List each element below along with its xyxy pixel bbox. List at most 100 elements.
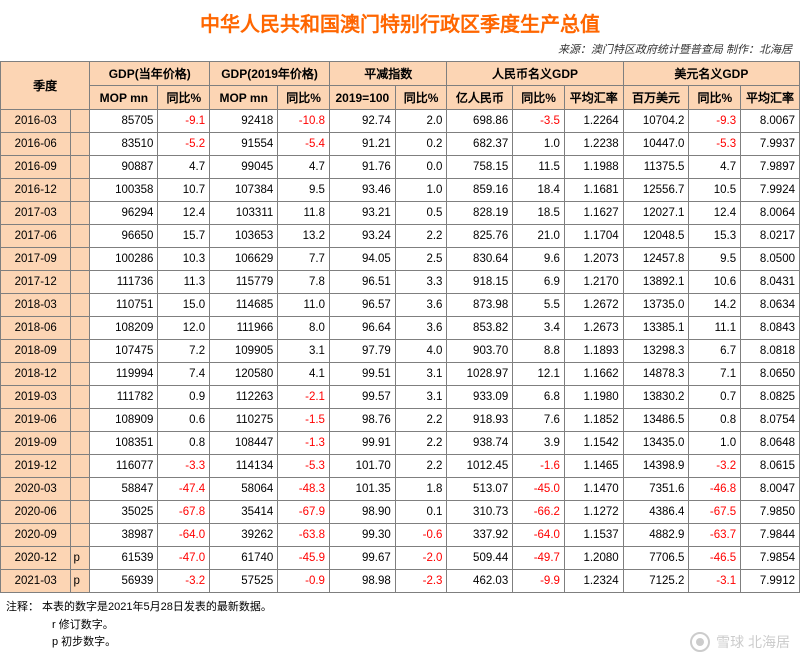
data-cell: 108209: [90, 317, 158, 340]
data-cell: 1.2238: [564, 133, 623, 156]
data-cell: 8.8: [513, 340, 565, 363]
flag-cell: [71, 363, 90, 386]
data-cell: -63.8: [278, 524, 330, 547]
data-cell: 4.0: [395, 340, 447, 363]
data-cell: 7.9854: [741, 547, 800, 570]
data-cell: 111782: [90, 386, 158, 409]
data-cell: 13892.1: [623, 271, 689, 294]
data-cell: 1.1537: [564, 524, 623, 547]
data-cell: 3.1: [395, 386, 447, 409]
data-cell: -5.3: [689, 133, 741, 156]
data-cell: 9.5: [689, 248, 741, 271]
flag-cell: [71, 524, 90, 547]
data-cell: 8.0217: [741, 225, 800, 248]
data-cell: 1.0: [689, 432, 741, 455]
data-cell: 2.2: [395, 225, 447, 248]
data-cell: 1.1542: [564, 432, 623, 455]
data-cell: -9.9: [513, 570, 565, 593]
data-cell: 108351: [90, 432, 158, 455]
data-cell: -64.0: [513, 524, 565, 547]
quarter-cell: 2020-06: [1, 501, 71, 524]
data-cell: -45.9: [278, 547, 330, 570]
data-cell: 7351.6: [623, 478, 689, 501]
data-cell: 8.0754: [741, 409, 800, 432]
data-cell: 1.1893: [564, 340, 623, 363]
data-cell: 11.3: [158, 271, 210, 294]
watermark-text: 雪球 北海居: [716, 632, 790, 652]
col-sub-header: 平均汇率: [741, 86, 800, 110]
data-cell: 2.5: [395, 248, 447, 271]
data-cell: -47.0: [158, 547, 210, 570]
data-cell: 101.35: [329, 478, 395, 501]
data-cell: 4.7: [158, 156, 210, 179]
data-cell: -2.0: [395, 547, 447, 570]
data-cell: 3.9: [513, 432, 565, 455]
quarter-cell: 2016-09: [1, 156, 71, 179]
data-cell: 8.0500: [741, 248, 800, 271]
data-cell: 8.0648: [741, 432, 800, 455]
data-cell: 10.6: [689, 271, 741, 294]
data-cell: 0.1: [395, 501, 447, 524]
data-cell: 918.15: [447, 271, 513, 294]
data-cell: 1012.45: [447, 455, 513, 478]
flag-cell: [71, 202, 90, 225]
data-cell: 7.9937: [741, 133, 800, 156]
data-cell: 108447: [210, 432, 278, 455]
quarter-cell: 2016-06: [1, 133, 71, 156]
data-cell: 11.1: [689, 317, 741, 340]
data-cell: 96.64: [329, 317, 395, 340]
data-cell: -67.9: [278, 501, 330, 524]
col-sub-header: 同比%: [689, 86, 741, 110]
data-cell: 15.0: [158, 294, 210, 317]
quarter-cell: 2017-06: [1, 225, 71, 248]
data-cell: 39262: [210, 524, 278, 547]
data-cell: 4.7: [278, 156, 330, 179]
data-cell: 1028.97: [447, 363, 513, 386]
page-title: 中华人民共和国澳门特别行政区季度生产总值: [0, 0, 800, 41]
col-sub-header: 同比%: [158, 86, 210, 110]
data-cell: 1.1272: [564, 501, 623, 524]
data-cell: 3.6: [395, 317, 447, 340]
data-cell: 509.44: [447, 547, 513, 570]
col-sub-header: 亿人民币: [447, 86, 513, 110]
data-cell: 10.3: [158, 248, 210, 271]
flag-cell: [71, 133, 90, 156]
data-cell: 92.74: [329, 110, 395, 133]
data-cell: 11.8: [278, 202, 330, 225]
quarter-cell: 2019-09: [1, 432, 71, 455]
data-cell: 0.5: [395, 202, 447, 225]
col-group-header: GDP(2019年价格): [210, 62, 330, 86]
data-cell: -45.0: [513, 478, 565, 501]
data-cell: 3.1: [278, 340, 330, 363]
data-cell: 61539: [90, 547, 158, 570]
data-cell: 14878.3: [623, 363, 689, 386]
quarter-cell: 2016-12: [1, 179, 71, 202]
data-cell: 337.92: [447, 524, 513, 547]
data-cell: 91.21: [329, 133, 395, 156]
data-cell: -1.3: [278, 432, 330, 455]
quarter-cell: 2018-03: [1, 294, 71, 317]
data-cell: -66.2: [513, 501, 565, 524]
data-cell: 5.5: [513, 294, 565, 317]
data-cell: 61740: [210, 547, 278, 570]
data-cell: -1.5: [278, 409, 330, 432]
data-cell: -47.4: [158, 478, 210, 501]
flag-cell: [71, 110, 90, 133]
col-sub-header: 同比%: [395, 86, 447, 110]
quarter-cell: 2018-12: [1, 363, 71, 386]
data-cell: 12048.5: [623, 225, 689, 248]
data-cell: 7.2: [158, 340, 210, 363]
data-cell: -9.1: [158, 110, 210, 133]
data-cell: -2.1: [278, 386, 330, 409]
data-cell: 107384: [210, 179, 278, 202]
flag-cell: [71, 225, 90, 248]
data-cell: 8.0615: [741, 455, 800, 478]
data-cell: 10.5: [689, 179, 741, 202]
data-cell: 120580: [210, 363, 278, 386]
data-cell: -9.3: [689, 110, 741, 133]
data-cell: 12.0: [158, 317, 210, 340]
data-cell: 1.1627: [564, 202, 623, 225]
data-cell: 15.3: [689, 225, 741, 248]
data-cell: 1.0: [395, 179, 447, 202]
data-cell: 1.1470: [564, 478, 623, 501]
